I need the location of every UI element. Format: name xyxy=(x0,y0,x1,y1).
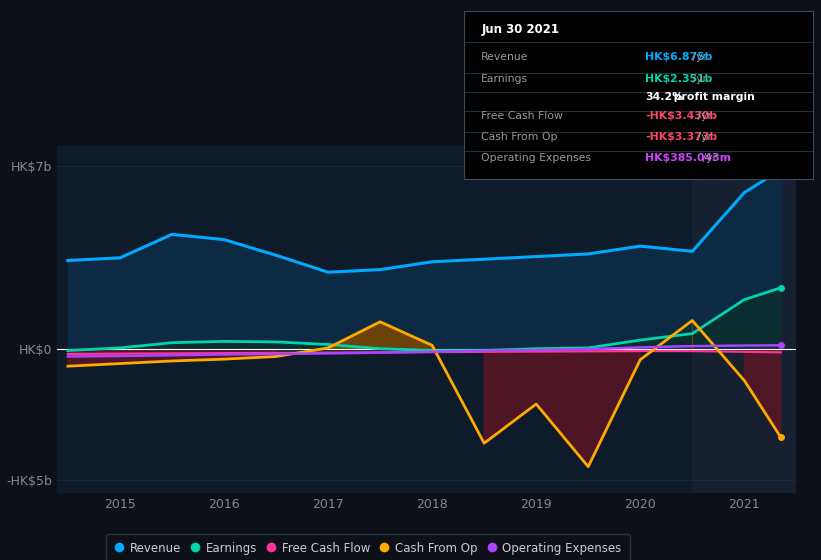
Text: 34.2%: 34.2% xyxy=(645,92,683,102)
Text: -HK$3.430b: -HK$3.430b xyxy=(645,111,718,121)
Bar xyxy=(692,146,796,493)
Text: Revenue: Revenue xyxy=(481,53,529,62)
Text: -HK$3.373b: -HK$3.373b xyxy=(645,132,718,142)
Text: Operating Expenses: Operating Expenses xyxy=(481,153,591,163)
Text: /yr: /yr xyxy=(695,111,712,121)
Text: Cash From Op: Cash From Op xyxy=(481,132,557,142)
Text: Jun 30 2021: Jun 30 2021 xyxy=(481,23,559,36)
Text: profit margin: profit margin xyxy=(670,92,754,102)
Text: /yr: /yr xyxy=(690,53,707,62)
Text: HK$2.351b: HK$2.351b xyxy=(645,74,713,84)
Legend: Revenue, Earnings, Free Cash Flow, Cash From Op, Operating Expenses: Revenue, Earnings, Free Cash Flow, Cash … xyxy=(106,534,630,560)
Text: /yr: /yr xyxy=(699,153,717,163)
Text: /yr: /yr xyxy=(695,132,712,142)
Text: Earnings: Earnings xyxy=(481,74,529,84)
Text: HK$385.043m: HK$385.043m xyxy=(645,153,732,163)
Text: HK$6.875b: HK$6.875b xyxy=(645,53,713,62)
Text: /yr: /yr xyxy=(690,74,707,84)
Text: Free Cash Flow: Free Cash Flow xyxy=(481,111,563,121)
